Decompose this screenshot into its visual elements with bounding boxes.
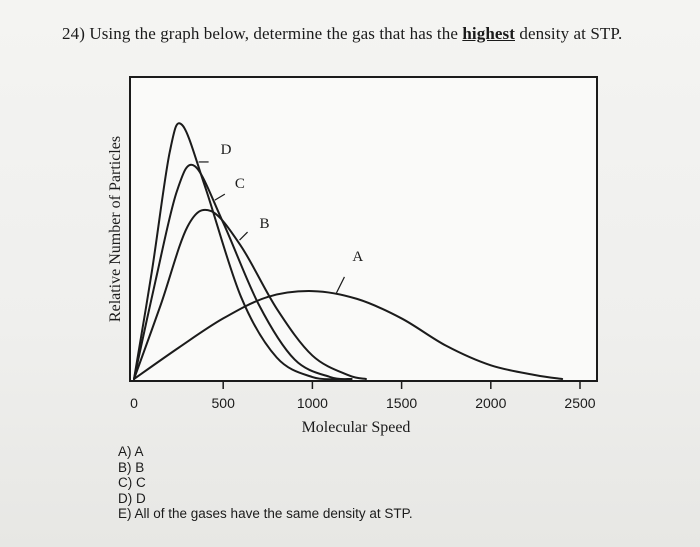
answer-choice-d[interactable]: D) D [118,490,146,506]
series-line-c [133,163,353,381]
question-text: 24) Using the graph below, determine the… [62,24,622,44]
question-stem-end: density at STP. [519,24,623,43]
series-line-b [133,208,367,380]
question-number: 24) [62,24,85,43]
x-tick-label-2500: 2500 [564,395,595,411]
series-leader-a [335,276,345,294]
x-axis-label: Molecular Speed [302,419,411,436]
speed-distribution-chart: 0 500 1000 1500 2000 2500 A B C D Relative Numbe… [107,76,598,436]
answer-choice-b[interactable]: B) B [118,459,145,475]
series-label-b: B [260,216,270,232]
question-stem: Using the graph below, determine the gas… [89,24,458,43]
series-labels: A B C D [198,142,363,294]
x-tick-label-1000: 1000 [297,395,328,411]
answer-choice-c[interactable]: C) C [118,475,146,491]
series-label-d: D [221,142,232,158]
series-curves [133,122,564,381]
x-tick-label-0: 0 [130,395,138,411]
series-line-a [133,290,564,380]
x-tick-label-2000: 2000 [475,395,506,411]
x-axis-ticks: 0 500 1000 1500 2000 2500 [130,381,596,411]
series-leader-c [214,193,226,201]
answer-choice-e[interactable]: E) All of the gases have the same densit… [118,506,413,522]
answer-choices: A) A B) B C) C D) D E) All of the gases … [118,444,413,522]
x-tick-label-500: 500 [212,395,236,411]
plot-frame [129,76,598,382]
question-emphasis: highest [462,24,515,43]
y-axis-label: Relative Number of Particles [107,136,124,322]
x-tick-label-1500: 1500 [386,395,417,411]
series-leader-b [239,231,248,241]
series-label-c: C [235,176,245,192]
series-line-d [133,122,341,381]
answer-choice-a[interactable]: A) A [118,444,144,459]
series-label-a: A [352,249,363,265]
